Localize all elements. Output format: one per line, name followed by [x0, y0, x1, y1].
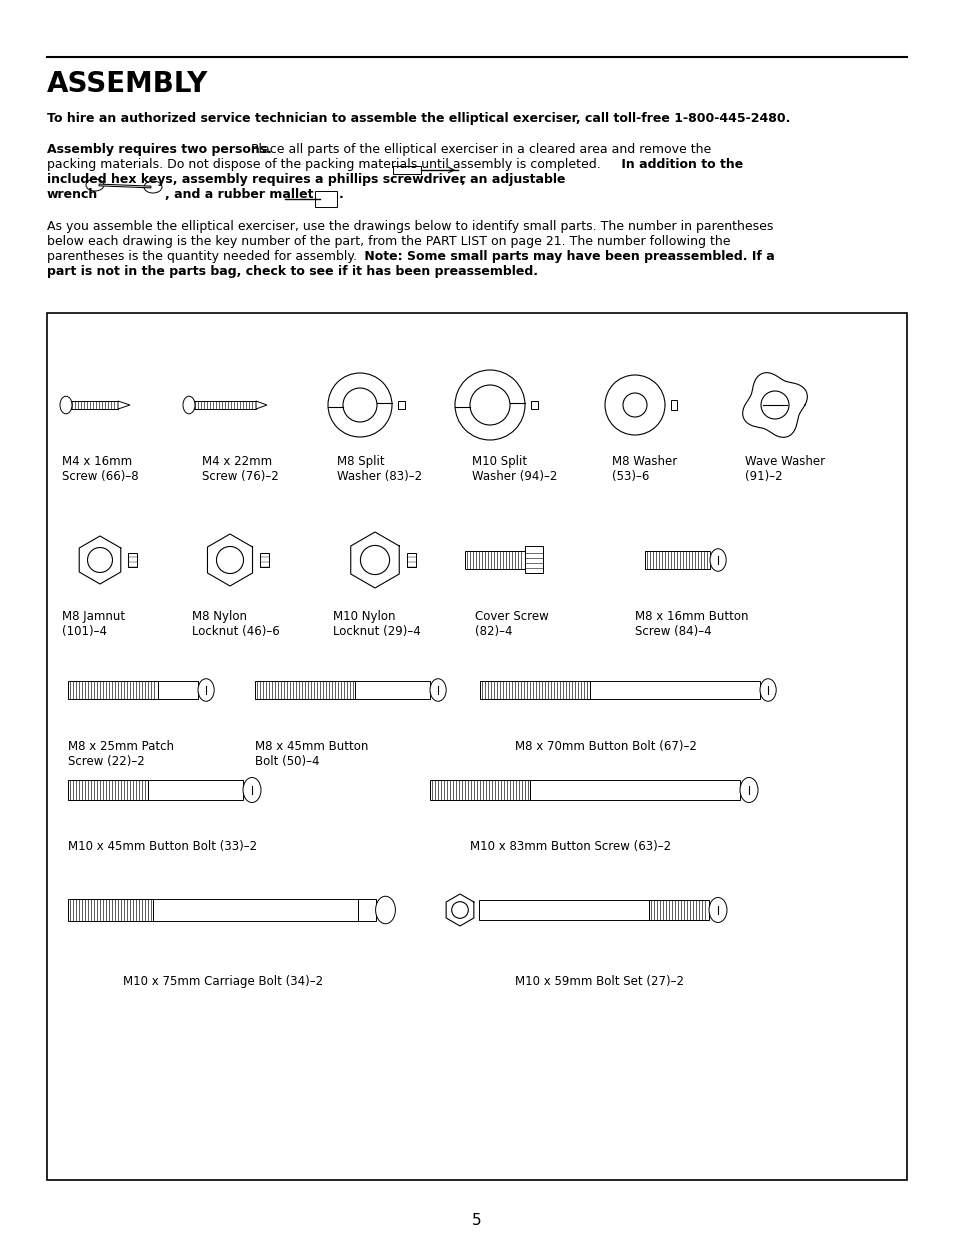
Text: M10 x 45mm Button Bolt (33)–2: M10 x 45mm Button Bolt (33)–2	[68, 840, 257, 853]
Text: Place all parts of the elliptical exerciser in a cleared area and remove the: Place all parts of the elliptical exerci…	[247, 143, 711, 156]
Bar	[464, 551, 524, 569]
Text: Wave Washer
(91)–2: Wave Washer (91)–2	[744, 454, 824, 483]
Bar	[152, 899, 357, 921]
Text: In addition to the: In addition to the	[617, 158, 742, 170]
Bar	[68, 781, 148, 800]
Text: below each drawing is the key number of the part, from the PART LIST on page 21.: below each drawing is the key number of …	[47, 235, 730, 248]
Bar	[589, 680, 760, 699]
Ellipse shape	[740, 778, 758, 803]
Bar	[193, 401, 255, 409]
Polygon shape	[255, 401, 267, 409]
Text: M8 x 70mm Button Bolt (67)–2: M8 x 70mm Button Bolt (67)–2	[515, 740, 696, 753]
Bar	[397, 401, 405, 409]
Ellipse shape	[144, 182, 162, 193]
Bar	[128, 553, 137, 567]
Text: M10 Split
Washer (94)–2: M10 Split Washer (94)–2	[472, 454, 557, 483]
Ellipse shape	[430, 679, 446, 701]
Polygon shape	[118, 401, 130, 409]
Text: M4 x 16mm
Screw (66)–8: M4 x 16mm Screw (66)–8	[62, 454, 138, 483]
Ellipse shape	[86, 179, 104, 191]
Text: M10 x 83mm Button Screw (63)–2: M10 x 83mm Button Screw (63)–2	[470, 840, 670, 853]
Ellipse shape	[60, 396, 71, 414]
Text: M10 Nylon
Locknut (29)–4: M10 Nylon Locknut (29)–4	[333, 610, 420, 638]
Text: 5: 5	[472, 1213, 481, 1228]
Text: As you assemble the elliptical exerciser, use the drawings below to identify sma: As you assemble the elliptical exerciser…	[47, 220, 773, 233]
Text: part is not in the parts bag, check to see if it has been preassembled.: part is not in the parts bag, check to s…	[47, 266, 537, 278]
Text: wrench: wrench	[47, 188, 98, 201]
Text: M8 Jamnut
(101)–4: M8 Jamnut (101)–4	[62, 610, 125, 638]
Text: M8 Split
Washer (83)–2: M8 Split Washer (83)–2	[336, 454, 421, 483]
Text: M8 x 16mm Button
Screw (84)–4: M8 x 16mm Button Screw (84)–4	[635, 610, 748, 638]
Text: M8 x 45mm Button
Bolt (50)–4: M8 x 45mm Button Bolt (50)–4	[254, 740, 368, 768]
Bar	[355, 680, 430, 699]
Ellipse shape	[708, 898, 726, 923]
Text: included hex keys, assembly requires a phillips screwdriver: included hex keys, assembly requires a p…	[47, 173, 465, 186]
Text: To hire an authorized service technician to assemble the elliptical exerciser, c: To hire an authorized service technician…	[47, 112, 789, 125]
Bar	[148, 781, 243, 800]
Text: ASSEMBLY: ASSEMBLY	[47, 70, 208, 98]
Text: packing materials. Do not dispose of the packing materials until assembly is com: packing materials. Do not dispose of the…	[47, 158, 600, 170]
Bar	[393, 165, 420, 174]
Bar	[530, 781, 740, 800]
Bar	[314, 191, 336, 207]
Ellipse shape	[709, 548, 725, 572]
Bar	[430, 781, 530, 800]
Bar	[260, 553, 269, 567]
Text: M8 Washer
(53)–6: M8 Washer (53)–6	[612, 454, 677, 483]
Text: , an adjustable: , an adjustable	[460, 173, 565, 186]
Bar	[70, 401, 118, 409]
Text: M8 Nylon
Locknut (46)–6: M8 Nylon Locknut (46)–6	[192, 610, 279, 638]
Bar	[524, 546, 542, 573]
Ellipse shape	[183, 396, 194, 414]
Text: M10 x 75mm Carriage Bolt (34)–2: M10 x 75mm Carriage Bolt (34)–2	[123, 974, 323, 988]
Bar	[254, 680, 355, 699]
Text: M8 x 25mm Patch
Screw (22)–2: M8 x 25mm Patch Screw (22)–2	[68, 740, 173, 768]
Text: Note: Some small parts may have been preassembled. If a: Note: Some small parts may have been pre…	[359, 249, 774, 263]
Text: M10 x 59mm Bolt Set (27)–2: M10 x 59mm Bolt Set (27)–2	[515, 974, 683, 988]
Bar	[531, 401, 537, 409]
Text: .: .	[338, 188, 343, 201]
Bar	[68, 680, 158, 699]
Text: Assembly requires two persons.: Assembly requires two persons.	[47, 143, 272, 156]
Bar	[644, 551, 709, 569]
Text: Cover Screw
(82)–4: Cover Screw (82)–4	[475, 610, 548, 638]
Ellipse shape	[760, 679, 776, 701]
Bar	[47, 312, 906, 1179]
Bar	[479, 680, 589, 699]
Text: M4 x 22mm
Screw (76)–2: M4 x 22mm Screw (76)–2	[202, 454, 278, 483]
Ellipse shape	[375, 897, 395, 924]
Text: parentheses is the quantity needed for assembly.: parentheses is the quantity needed for a…	[47, 249, 356, 263]
Bar	[407, 553, 416, 567]
Bar	[670, 400, 677, 410]
Bar	[68, 899, 152, 921]
Ellipse shape	[243, 778, 261, 803]
Bar	[357, 899, 375, 921]
Bar	[648, 900, 708, 920]
Text: , and a rubber mallet: , and a rubber mallet	[165, 188, 314, 201]
Ellipse shape	[198, 679, 214, 701]
Bar	[158, 680, 198, 699]
Bar	[478, 900, 648, 920]
